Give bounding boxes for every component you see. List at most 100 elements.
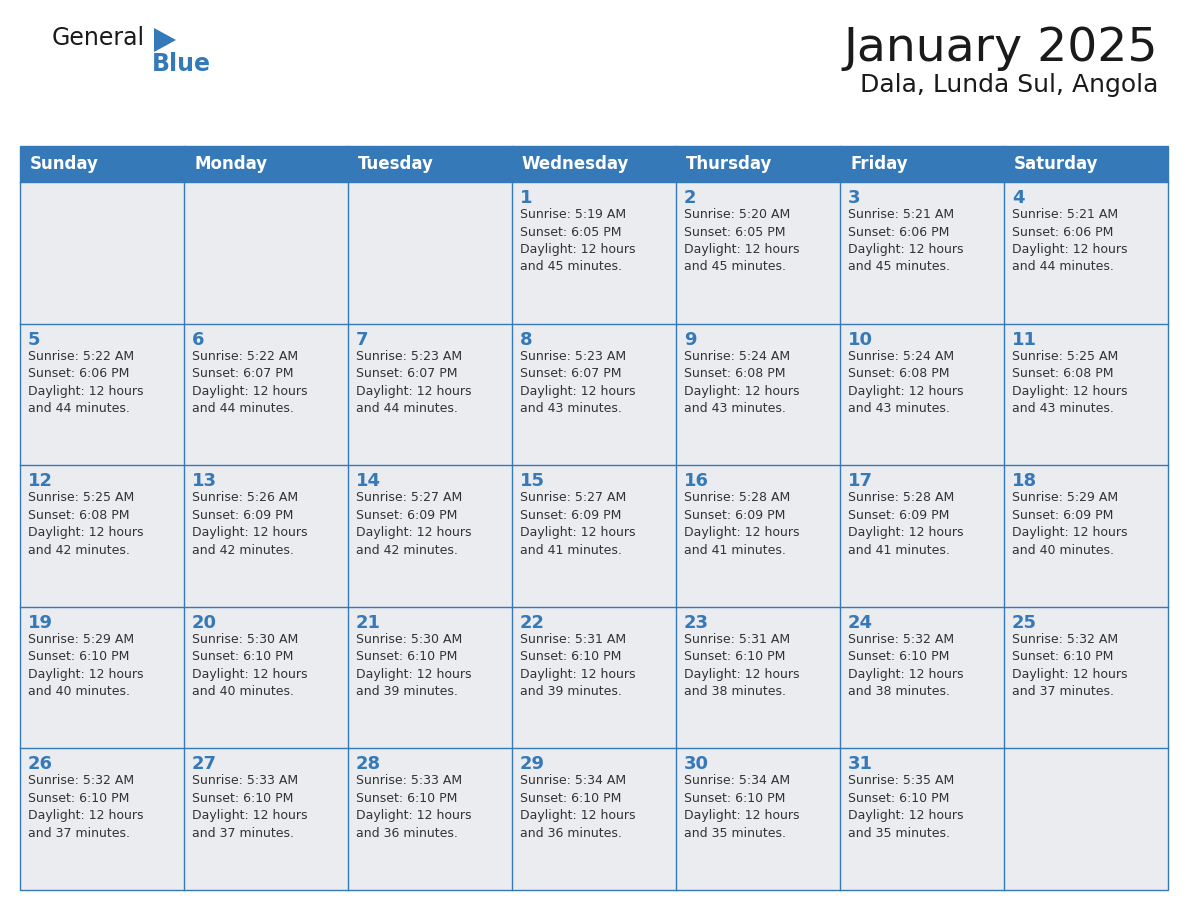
Text: 21: 21 (356, 614, 381, 632)
Bar (184, 607, 348, 748)
Text: Sunrise: 5:24 AM
Sunset: 6:08 PM
Daylight: 12 hours
and 43 minutes.: Sunrise: 5:24 AM Sunset: 6:08 PM Dayligh… (848, 350, 963, 415)
Text: Sunrise: 5:24 AM
Sunset: 6:08 PM
Daylight: 12 hours
and 43 minutes.: Sunrise: 5:24 AM Sunset: 6:08 PM Dayligh… (684, 350, 800, 415)
Bar (1004, 465, 1168, 607)
Text: 22: 22 (520, 614, 545, 632)
Text: 14: 14 (356, 472, 381, 490)
Text: Sunrise: 5:21 AM
Sunset: 6:06 PM
Daylight: 12 hours
and 45 minutes.: Sunrise: 5:21 AM Sunset: 6:06 PM Dayligh… (848, 208, 963, 274)
Bar (512, 607, 676, 748)
Text: Sunrise: 5:29 AM
Sunset: 6:09 PM
Daylight: 12 hours
and 40 minutes.: Sunrise: 5:29 AM Sunset: 6:09 PM Dayligh… (1012, 491, 1127, 556)
Bar (348, 748, 512, 890)
Text: Sunrise: 5:28 AM
Sunset: 6:09 PM
Daylight: 12 hours
and 41 minutes.: Sunrise: 5:28 AM Sunset: 6:09 PM Dayligh… (684, 491, 800, 556)
Bar (184, 465, 348, 607)
Text: Friday: Friday (849, 155, 908, 173)
Text: 19: 19 (29, 614, 53, 632)
Polygon shape (154, 28, 176, 52)
Text: Sunrise: 5:20 AM
Sunset: 6:05 PM
Daylight: 12 hours
and 45 minutes.: Sunrise: 5:20 AM Sunset: 6:05 PM Dayligh… (684, 208, 800, 274)
Bar (184, 182, 348, 324)
Text: Monday: Monday (194, 155, 267, 173)
Bar (840, 607, 1004, 748)
Text: Sunrise: 5:26 AM
Sunset: 6:09 PM
Daylight: 12 hours
and 42 minutes.: Sunrise: 5:26 AM Sunset: 6:09 PM Dayligh… (192, 491, 308, 556)
Text: Sunrise: 5:21 AM
Sunset: 6:06 PM
Daylight: 12 hours
and 44 minutes.: Sunrise: 5:21 AM Sunset: 6:06 PM Dayligh… (1012, 208, 1127, 274)
Text: 1: 1 (520, 189, 532, 207)
Bar (184, 748, 348, 890)
Text: 9: 9 (684, 330, 696, 349)
Text: Sunrise: 5:34 AM
Sunset: 6:10 PM
Daylight: 12 hours
and 36 minutes.: Sunrise: 5:34 AM Sunset: 6:10 PM Dayligh… (520, 775, 636, 840)
Bar (348, 182, 512, 324)
Text: January 2025: January 2025 (843, 26, 1158, 71)
Bar (20, 182, 184, 324)
Bar (676, 182, 840, 324)
Text: 29: 29 (520, 756, 545, 773)
Text: Sunrise: 5:30 AM
Sunset: 6:10 PM
Daylight: 12 hours
and 40 minutes.: Sunrise: 5:30 AM Sunset: 6:10 PM Dayligh… (192, 633, 308, 699)
Text: 24: 24 (848, 614, 873, 632)
Text: Sunday: Sunday (30, 155, 99, 173)
Text: 28: 28 (356, 756, 381, 773)
Text: 8: 8 (520, 330, 532, 349)
Text: Thursday: Thursday (685, 155, 772, 173)
Text: Tuesday: Tuesday (358, 155, 434, 173)
Text: Sunrise: 5:32 AM
Sunset: 6:10 PM
Daylight: 12 hours
and 37 minutes.: Sunrise: 5:32 AM Sunset: 6:10 PM Dayligh… (29, 775, 144, 840)
Text: Sunrise: 5:22 AM
Sunset: 6:07 PM
Daylight: 12 hours
and 44 minutes.: Sunrise: 5:22 AM Sunset: 6:07 PM Dayligh… (192, 350, 308, 415)
Text: Wednesday: Wednesday (522, 155, 630, 173)
Text: 4: 4 (1012, 189, 1024, 207)
Bar (348, 324, 512, 465)
Bar (676, 748, 840, 890)
Text: Sunrise: 5:23 AM
Sunset: 6:07 PM
Daylight: 12 hours
and 43 minutes.: Sunrise: 5:23 AM Sunset: 6:07 PM Dayligh… (520, 350, 636, 415)
Text: 13: 13 (192, 472, 217, 490)
Text: 18: 18 (1012, 472, 1037, 490)
Bar (1004, 324, 1168, 465)
Text: Sunrise: 5:19 AM
Sunset: 6:05 PM
Daylight: 12 hours
and 45 minutes.: Sunrise: 5:19 AM Sunset: 6:05 PM Dayligh… (520, 208, 636, 274)
Text: 11: 11 (1012, 330, 1037, 349)
Text: 12: 12 (29, 472, 53, 490)
Bar (512, 748, 676, 890)
Bar (1004, 182, 1168, 324)
Bar (1004, 607, 1168, 748)
Text: 15: 15 (520, 472, 545, 490)
Text: Dala, Lunda Sul, Angola: Dala, Lunda Sul, Angola (860, 73, 1158, 97)
Text: 27: 27 (192, 756, 217, 773)
Text: Sunrise: 5:32 AM
Sunset: 6:10 PM
Daylight: 12 hours
and 38 minutes.: Sunrise: 5:32 AM Sunset: 6:10 PM Dayligh… (848, 633, 963, 699)
Bar (676, 465, 840, 607)
Text: 20: 20 (192, 614, 217, 632)
Bar (840, 465, 1004, 607)
Text: Sunrise: 5:29 AM
Sunset: 6:10 PM
Daylight: 12 hours
and 40 minutes.: Sunrise: 5:29 AM Sunset: 6:10 PM Dayligh… (29, 633, 144, 699)
Bar (20, 324, 184, 465)
Bar (348, 465, 512, 607)
Bar (20, 465, 184, 607)
Text: Sunrise: 5:34 AM
Sunset: 6:10 PM
Daylight: 12 hours
and 35 minutes.: Sunrise: 5:34 AM Sunset: 6:10 PM Dayligh… (684, 775, 800, 840)
Text: Sunrise: 5:31 AM
Sunset: 6:10 PM
Daylight: 12 hours
and 38 minutes.: Sunrise: 5:31 AM Sunset: 6:10 PM Dayligh… (684, 633, 800, 699)
Text: Sunrise: 5:33 AM
Sunset: 6:10 PM
Daylight: 12 hours
and 37 minutes.: Sunrise: 5:33 AM Sunset: 6:10 PM Dayligh… (192, 775, 308, 840)
Text: 10: 10 (848, 330, 873, 349)
Bar (20, 146, 1168, 890)
Bar (840, 324, 1004, 465)
Text: 2: 2 (684, 189, 696, 207)
Text: Sunrise: 5:35 AM
Sunset: 6:10 PM
Daylight: 12 hours
and 35 minutes.: Sunrise: 5:35 AM Sunset: 6:10 PM Dayligh… (848, 775, 963, 840)
Bar (676, 607, 840, 748)
Text: Sunrise: 5:22 AM
Sunset: 6:06 PM
Daylight: 12 hours
and 44 minutes.: Sunrise: 5:22 AM Sunset: 6:06 PM Dayligh… (29, 350, 144, 415)
Bar (676, 324, 840, 465)
Text: Sunrise: 5:27 AM
Sunset: 6:09 PM
Daylight: 12 hours
and 42 minutes.: Sunrise: 5:27 AM Sunset: 6:09 PM Dayligh… (356, 491, 472, 556)
Text: 6: 6 (192, 330, 204, 349)
Text: Sunrise: 5:32 AM
Sunset: 6:10 PM
Daylight: 12 hours
and 37 minutes.: Sunrise: 5:32 AM Sunset: 6:10 PM Dayligh… (1012, 633, 1127, 699)
Text: Saturday: Saturday (1015, 155, 1099, 173)
Bar (512, 182, 676, 324)
Bar (840, 748, 1004, 890)
Text: 31: 31 (848, 756, 873, 773)
Text: Sunrise: 5:25 AM
Sunset: 6:08 PM
Daylight: 12 hours
and 42 minutes.: Sunrise: 5:25 AM Sunset: 6:08 PM Dayligh… (29, 491, 144, 556)
Text: General: General (52, 26, 145, 50)
Text: Sunrise: 5:28 AM
Sunset: 6:09 PM
Daylight: 12 hours
and 41 minutes.: Sunrise: 5:28 AM Sunset: 6:09 PM Dayligh… (848, 491, 963, 556)
Text: Sunrise: 5:23 AM
Sunset: 6:07 PM
Daylight: 12 hours
and 44 minutes.: Sunrise: 5:23 AM Sunset: 6:07 PM Dayligh… (356, 350, 472, 415)
Bar (184, 324, 348, 465)
Text: 16: 16 (684, 472, 709, 490)
Text: 7: 7 (356, 330, 368, 349)
Text: Sunrise: 5:33 AM
Sunset: 6:10 PM
Daylight: 12 hours
and 36 minutes.: Sunrise: 5:33 AM Sunset: 6:10 PM Dayligh… (356, 775, 472, 840)
Bar (512, 324, 676, 465)
Bar (20, 748, 184, 890)
Text: Blue: Blue (152, 52, 211, 76)
Bar (20, 607, 184, 748)
Text: Sunrise: 5:27 AM
Sunset: 6:09 PM
Daylight: 12 hours
and 41 minutes.: Sunrise: 5:27 AM Sunset: 6:09 PM Dayligh… (520, 491, 636, 556)
Text: Sunrise: 5:30 AM
Sunset: 6:10 PM
Daylight: 12 hours
and 39 minutes.: Sunrise: 5:30 AM Sunset: 6:10 PM Dayligh… (356, 633, 472, 699)
Text: 5: 5 (29, 330, 40, 349)
Bar (840, 182, 1004, 324)
Bar (512, 465, 676, 607)
